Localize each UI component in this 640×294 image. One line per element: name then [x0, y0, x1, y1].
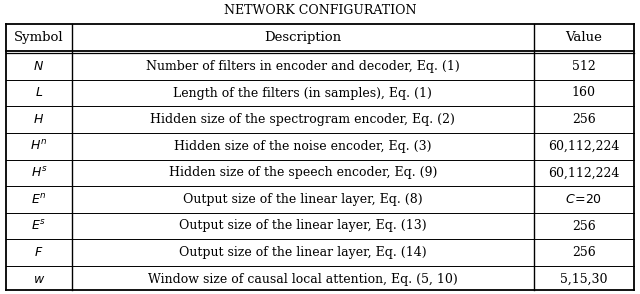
Text: NETWORK CONFIGURATION: NETWORK CONFIGURATION — [224, 4, 416, 18]
Text: 512: 512 — [572, 60, 596, 73]
Text: Output size of the linear layer, Eq. (13): Output size of the linear layer, Eq. (13… — [179, 220, 426, 233]
Text: Hidden size of the speech encoder, Eq. (9): Hidden size of the speech encoder, Eq. (… — [168, 166, 437, 179]
Text: Hidden size of the spectrogram encoder, Eq. (2): Hidden size of the spectrogram encoder, … — [150, 113, 455, 126]
Text: 160: 160 — [572, 86, 596, 99]
Text: $F$: $F$ — [35, 246, 44, 259]
Text: Hidden size of the noise encoder, Eq. (3): Hidden size of the noise encoder, Eq. (3… — [174, 140, 431, 153]
Text: Length of the filters (in samples), Eq. (1): Length of the filters (in samples), Eq. … — [173, 86, 432, 99]
Text: 5,15,30: 5,15,30 — [560, 273, 607, 286]
Text: $H$: $H$ — [33, 113, 45, 126]
Text: $L$: $L$ — [35, 86, 43, 99]
Text: $E^s$: $E^s$ — [31, 219, 47, 233]
Text: Output size of the linear layer, Eq. (8): Output size of the linear layer, Eq. (8) — [183, 193, 422, 206]
Text: 60,112,224: 60,112,224 — [548, 166, 620, 179]
Text: Symbol: Symbol — [14, 31, 64, 44]
Text: Output size of the linear layer, Eq. (14): Output size of the linear layer, Eq. (14… — [179, 246, 426, 259]
Text: Description: Description — [264, 31, 341, 44]
Text: 256: 256 — [572, 220, 596, 233]
Text: $H^n$: $H^n$ — [30, 139, 47, 153]
Text: $C\!=\!20$: $C\!=\!20$ — [565, 193, 602, 206]
Text: 256: 256 — [572, 246, 596, 259]
Text: $N$: $N$ — [33, 60, 44, 73]
Text: $H^s$: $H^s$ — [31, 166, 47, 180]
Text: $E^n$: $E^n$ — [31, 192, 47, 206]
Text: $w$: $w$ — [33, 273, 45, 286]
Text: 256: 256 — [572, 113, 596, 126]
Text: 60,112,224: 60,112,224 — [548, 140, 620, 153]
Text: Value: Value — [565, 31, 602, 44]
Text: Number of filters in encoder and decoder, Eq. (1): Number of filters in encoder and decoder… — [146, 60, 460, 73]
Text: Window size of causal local attention, Eq. (5, 10): Window size of causal local attention, E… — [148, 273, 458, 286]
